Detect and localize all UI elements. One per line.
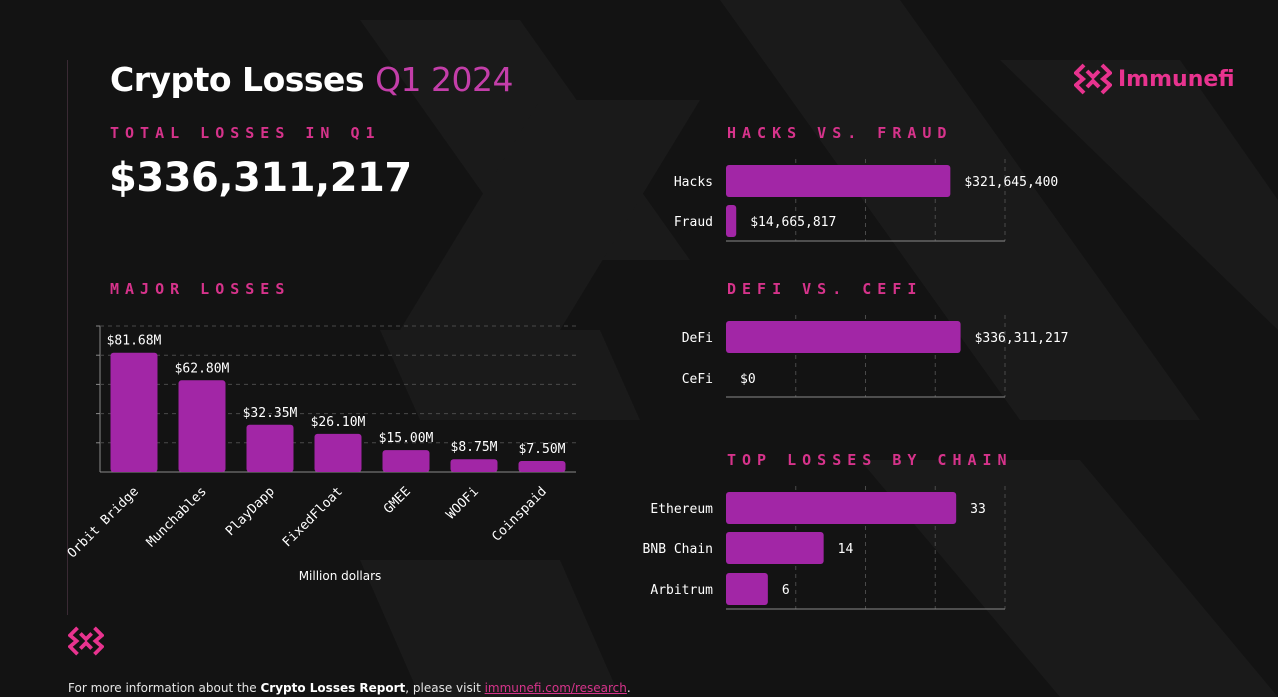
bar-hacks [726,165,951,197]
bar-fixedfloat [314,433,362,472]
page-title: Crypto Losses Q1 2024 [110,60,514,99]
title-main: Crypto Losses [110,60,365,99]
bar-ethereum [726,492,957,524]
bar-value-label: $32.35M [243,406,298,421]
bar-value-label: 6 [782,583,790,598]
y-tick-label: DeFi [682,331,713,346]
hacks-vs-fraud-heading: HACKS VS. FRAUD [727,124,953,142]
y-tick-label: Arbitrum [650,583,713,598]
y-tick-label: Fraud [674,215,713,230]
brand-name: Immunefi [1118,66,1235,92]
total-losses-heading: TOTAL LOSSES IN Q1 [110,124,381,142]
bar-value-label: $8.75M [451,440,498,455]
y-tick-label: BNB Chain [643,542,713,557]
immunefi-mark-icon [67,625,105,661]
bar-defi [726,321,961,353]
bar-value-label: $26.10M [311,415,366,430]
total-losses-value: $336,311,217 [109,155,412,201]
footer-suffix: . [626,681,631,695]
top-losses-by-chain-heading: TOP LOSSES BY CHAIN [727,451,1013,469]
bar-coinspaid [518,461,566,472]
bar-value-label: 14 [838,542,854,557]
bar-value-label: $0 [740,372,756,387]
y-tick-label: CeFi [682,372,713,387]
bar-value-label: $336,311,217 [975,331,1069,346]
bar-value-label: 33 [970,502,986,517]
research-link[interactable]: immunefi.com/research [484,681,627,695]
bar-bnb-chain [726,532,824,564]
major-losses-heading: MAJOR LOSSES [110,280,291,298]
bar-fraud [726,205,737,237]
footer-report-name: Crypto Losses Report [260,681,406,695]
y-tick-label: Ethereum [650,502,713,517]
y-tick-label: Hacks [674,175,713,190]
bar-value-label: $15.00M [379,431,434,446]
footer-middle: , please visit [405,681,485,695]
title-period: Q1 2024 [375,60,514,99]
bar-arbitrum [726,573,768,605]
bar-playdapp [246,424,294,472]
footer-note: For more information about the Crypto Lo… [68,681,631,695]
bar-orbit-bridge [110,352,158,472]
bar-value-label: $14,665,817 [750,215,836,230]
footer-prefix: For more information about the [68,681,261,695]
bar-value-label: $62.80M [175,361,230,376]
left-divider [67,60,68,615]
bar-gmee [382,450,430,472]
defi-vs-cefi-heading: DEFI VS. CEFI [727,280,923,298]
bar-value-label: $7.50M [519,442,566,457]
bar-value-label: $321,645,400 [964,175,1058,190]
bar-value-label: $81.68M [107,334,162,349]
immunefi-logo: Immunefi [1074,62,1235,96]
bar-woofi [450,459,498,472]
bar-munchables [178,380,226,472]
immunefi-logo-icon [1074,63,1112,95]
x-axis-title: Million dollars [299,569,382,583]
